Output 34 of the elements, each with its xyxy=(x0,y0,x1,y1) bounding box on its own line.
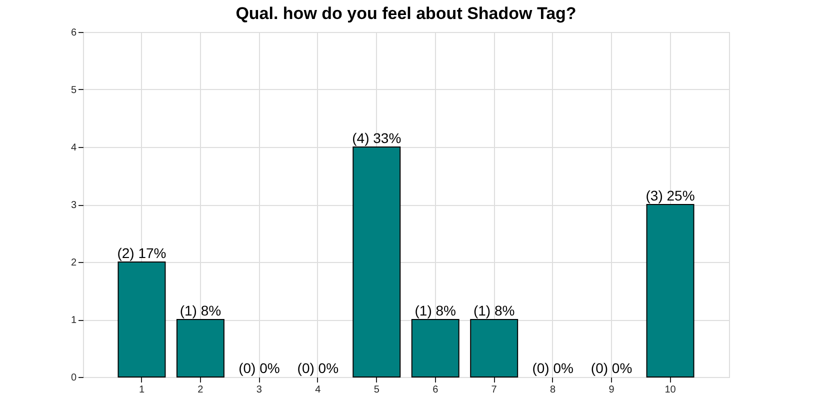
bar xyxy=(470,319,518,378)
y-tick-label: 3 xyxy=(70,200,77,211)
y-tick-label: 4 xyxy=(70,142,77,154)
bar xyxy=(411,319,460,378)
y-tick-label: 2 xyxy=(70,258,77,268)
bar xyxy=(646,204,694,378)
data-label: (1) 8% xyxy=(414,302,456,318)
y-tick-label: 5 xyxy=(70,85,77,96)
x-tick-label: 6 xyxy=(432,384,439,396)
data-label: (0) 0% xyxy=(532,360,574,376)
x-tick-label: 1 xyxy=(138,384,145,396)
x-tick-label: 5 xyxy=(374,384,380,396)
x-tick-label: 7 xyxy=(491,384,498,396)
y-tick-label: 6 xyxy=(70,28,77,38)
data-label: (2) 17% xyxy=(117,245,166,261)
chart-title: Qual. how do you feel about Shadow Tag? xyxy=(236,4,576,23)
x-tick-label: 8 xyxy=(550,384,556,396)
y-tick-label: 1 xyxy=(70,315,77,326)
data-label: (1) 8% xyxy=(473,302,515,318)
x-tick-label: 2 xyxy=(198,384,204,396)
data-label: (1) 8% xyxy=(180,302,222,318)
x-tick-label: 4 xyxy=(315,384,322,396)
bar xyxy=(352,146,401,378)
y-tick-label: 0 xyxy=(70,372,77,384)
data-label: (3) 25% xyxy=(646,188,695,204)
bar xyxy=(118,262,166,378)
bar xyxy=(176,319,224,378)
x-tick-label: 9 xyxy=(608,384,615,396)
x-tick-label: 3 xyxy=(256,384,262,396)
data-label: (0) 0% xyxy=(238,360,280,376)
data-label: (0) 0% xyxy=(297,360,339,376)
x-tick-label: 10 xyxy=(664,384,676,396)
data-label: (0) 0% xyxy=(590,360,632,376)
data-label: (4) 33% xyxy=(352,130,402,146)
